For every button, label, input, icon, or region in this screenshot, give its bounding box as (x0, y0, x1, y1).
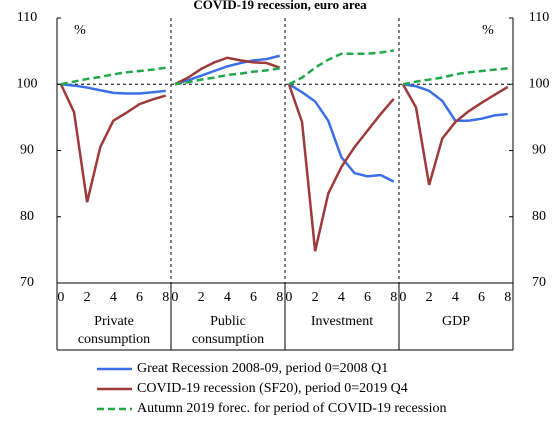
series-line (174, 67, 280, 86)
y-unit: % (74, 23, 86, 38)
x-tick-label: 4 (452, 290, 459, 305)
x-tick-label: 2 (84, 290, 91, 305)
series-line (401, 83, 509, 186)
x-tick-label: 6 (364, 290, 371, 305)
category-label: GDP (442, 314, 470, 329)
chart-title: COVID-19 recession, euro area (193, 0, 367, 12)
y-tick-label: 90 (20, 143, 34, 158)
x-tick-label: 8 (504, 290, 511, 305)
y2-tick-label: 90 (532, 143, 546, 158)
series-line (174, 54, 281, 86)
x-tick-label: 8 (276, 290, 283, 305)
x-tick-label: 0 (57, 290, 64, 305)
x-tick-label: 2 (426, 290, 433, 305)
category-label: consumption (192, 332, 264, 347)
x-tick-label: 0 (285, 290, 292, 305)
x-tick-label: 4 (224, 290, 231, 305)
series-line (174, 56, 281, 86)
series-line (288, 83, 395, 183)
x-tick-label: 6 (136, 290, 143, 305)
x-tick-label: 6 (250, 290, 257, 305)
x-tick-label: 4 (338, 290, 345, 305)
legend-label: COVID-19 recession (SF20), period 0=2019… (137, 381, 408, 396)
series-line (60, 66, 166, 86)
x-tick-label: 0 (171, 290, 178, 305)
x-tick-label: 8 (390, 290, 397, 305)
legend-label: Autumn 2019 forec. for period of COVID-1… (137, 401, 446, 416)
y2-tick-label: 70 (532, 275, 546, 290)
x-tick-label: 2 (198, 290, 205, 305)
y2-tick-label: 80 (532, 209, 546, 224)
series-line (59, 83, 167, 203)
x-tick-label: 6 (478, 290, 485, 305)
category-label: Public (210, 314, 246, 329)
x-tick-label: 0 (399, 290, 406, 305)
y-tick-label: 100 (17, 76, 38, 91)
series-line (60, 83, 166, 95)
y2-tick-label: 100 (529, 76, 550, 91)
category-label: consumption (78, 332, 150, 347)
series-line (402, 83, 508, 122)
series-line (402, 67, 508, 86)
y2-tick-label: 110 (529, 10, 549, 25)
category-label: Investment (311, 314, 373, 329)
x-tick-label: 2 (312, 290, 319, 305)
y-tick-label: 80 (20, 209, 34, 224)
series-line (288, 49, 394, 86)
y-tick-label: 110 (17, 10, 37, 25)
series-line (287, 83, 395, 252)
legend-label: Great Recession 2008-09, period 0=2008 Q… (137, 361, 388, 376)
category-label: Private (94, 314, 134, 329)
x-tick-label: 4 (110, 290, 117, 305)
y2-unit: % (482, 23, 494, 38)
x-tick-label: 8 (162, 290, 169, 305)
y-tick-label: 70 (20, 275, 34, 290)
